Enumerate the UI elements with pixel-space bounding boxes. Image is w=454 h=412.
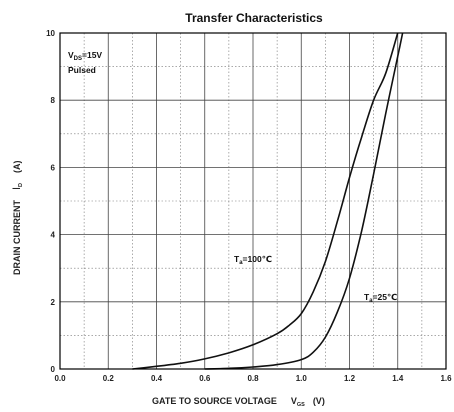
svg-text:DRAIN CURRENTID(A): DRAIN CURRENTID(A) [11,160,24,275]
x-tick-label: 1.6 [440,374,452,383]
x-tick-label: 1.2 [344,374,356,383]
y-axis-label: DRAIN CURRENTID(A) [11,160,24,275]
y-tick-label: 8 [51,96,56,105]
tick-labels: 0.0 0.2 0.4 0.6 0.8 1.0 1.2 1.4 1.6 0 2 4 6 8 10 [46,29,452,383]
x-tick-label: 1.4 [392,374,404,383]
condition-vds-value: =15V [82,50,102,60]
series-layer [132,32,404,370]
series-label-25c: Ta=25℃ [364,292,397,304]
x-tick-label: 0.4 [151,374,163,383]
x-tick-label: 0.0 [54,374,66,383]
x-tick-label: 0.2 [103,374,115,383]
condition-vds-symbol: V [68,50,74,60]
grid [59,32,447,370]
condition-pulsed: Pulsed [68,65,96,75]
x-tick-label: 0.8 [247,374,259,383]
chart-title: Transfer Characteristics [185,11,323,25]
condition-vds-sub: DS [74,56,82,62]
series-label-100c: Ta=100℃ [234,254,272,266]
x-tick-label: 0.6 [199,374,211,383]
y-tick-label: 4 [51,231,56,240]
y-tick-label: 0 [51,365,56,374]
y-tick-label: 6 [51,163,56,172]
series-line-100c [132,32,399,370]
svg-text:VDS=15V: VDS=15V [68,50,102,62]
plot-frame [59,32,447,370]
x-axis-label: GATE TO SOURCE VOLTAGE VGS (V) [152,396,325,408]
y-tick-label: 2 [51,298,56,307]
x-tick-label: 1.0 [296,374,308,383]
series-line-25c [204,32,404,370]
conditions-box: VDS=15V Pulsed [68,50,102,75]
y-tick-label: 10 [46,29,55,38]
